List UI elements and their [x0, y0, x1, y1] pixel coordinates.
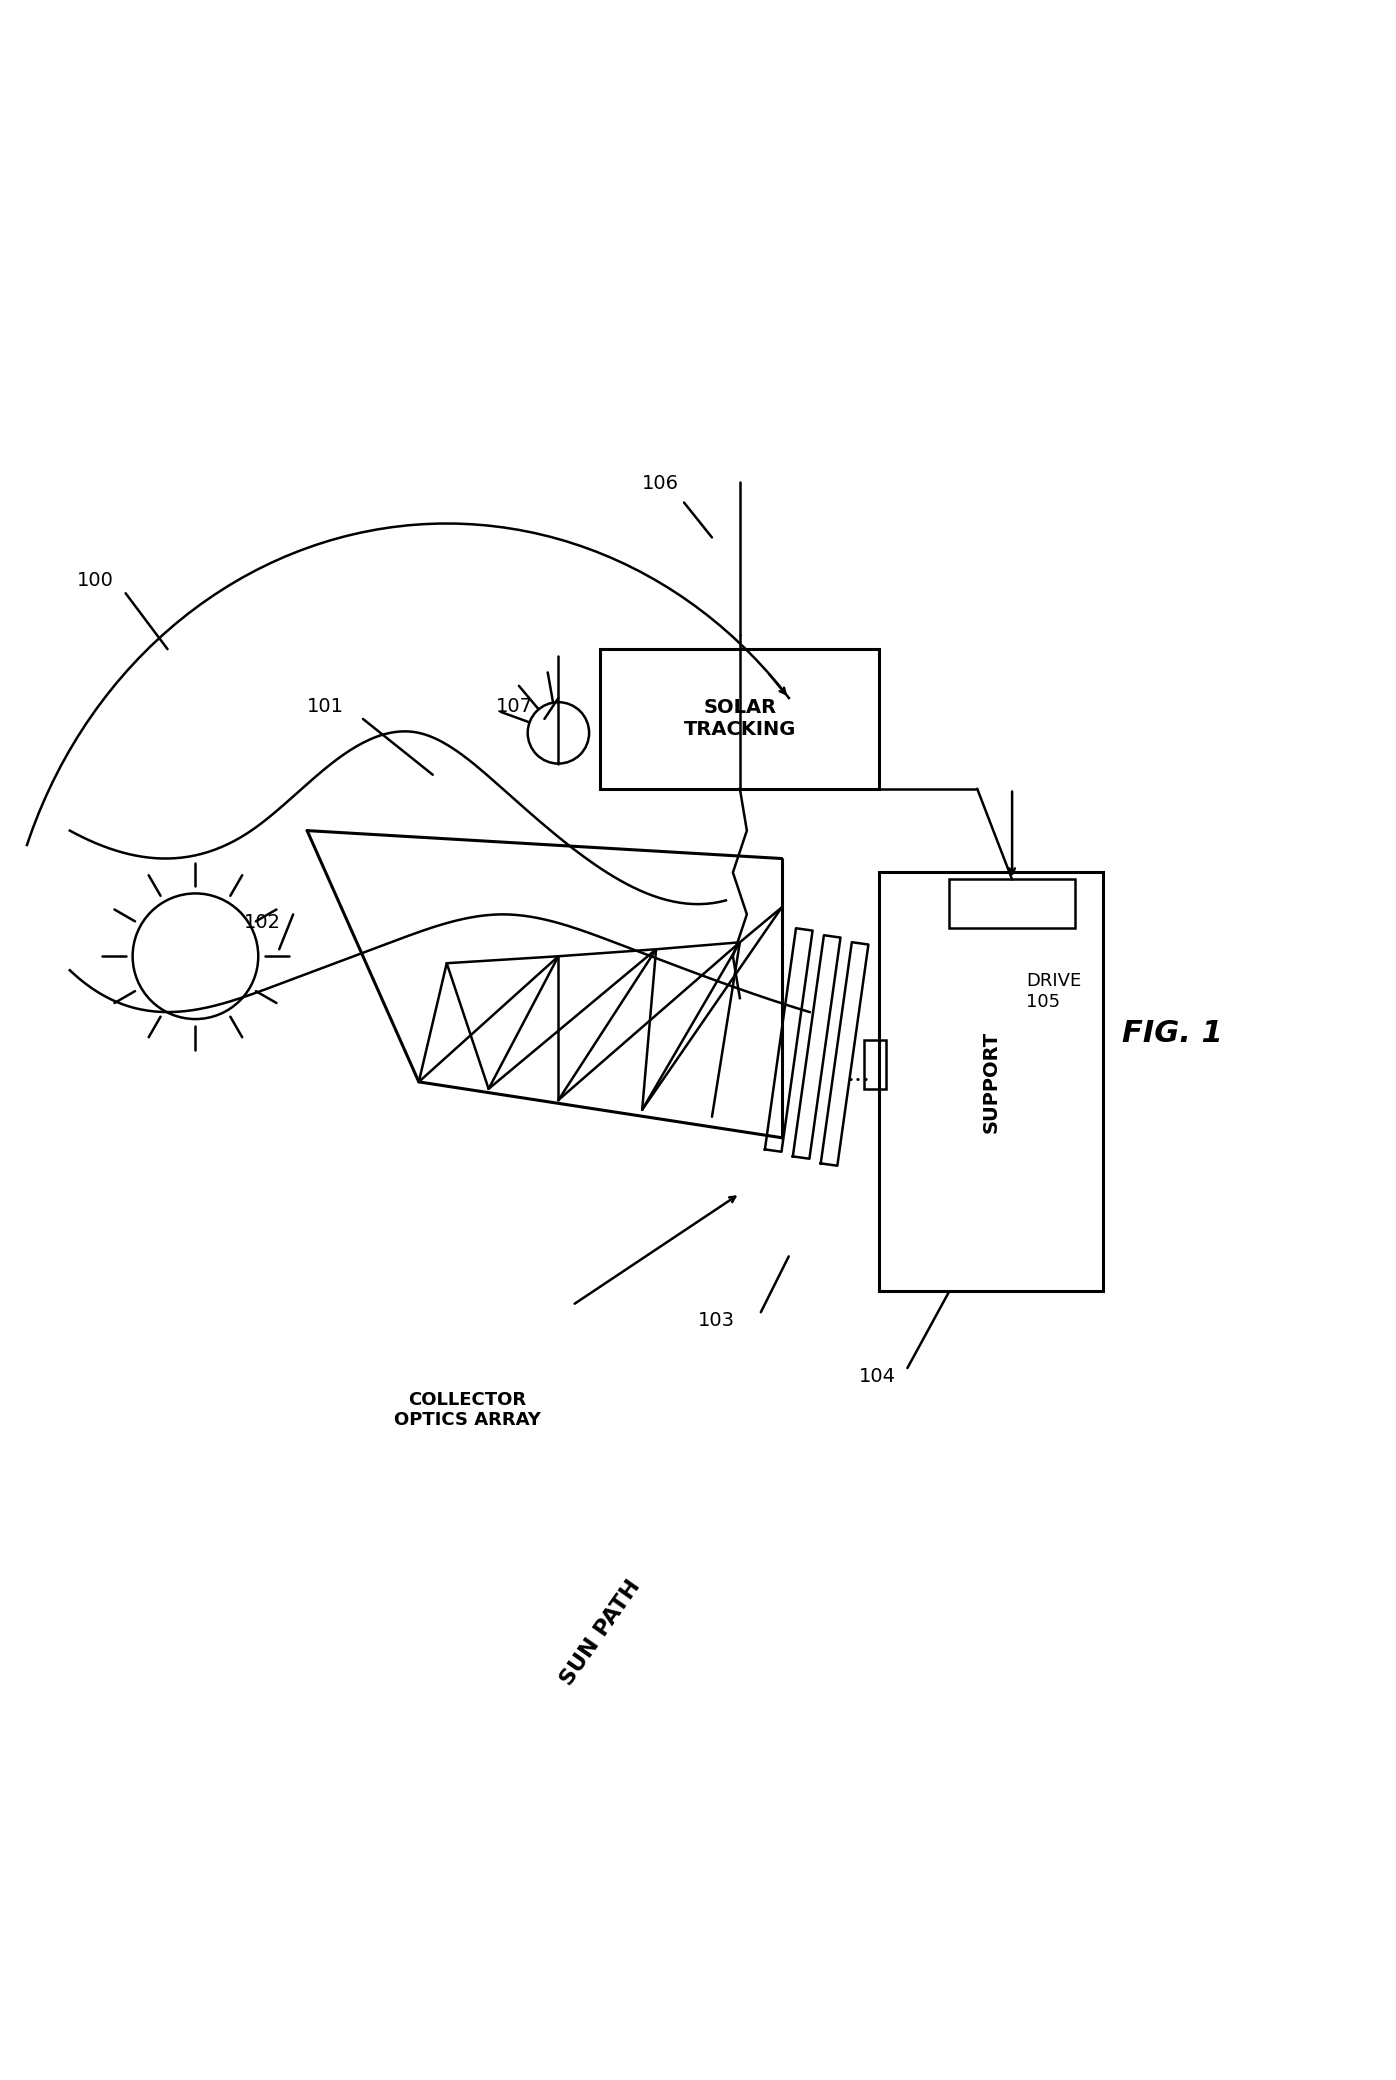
Text: 106: 106 [642, 474, 680, 493]
Text: 102: 102 [244, 913, 282, 932]
Bar [879, 872, 1103, 1292]
Text: 104: 104 [859, 1367, 896, 1385]
Text: 107: 107 [496, 697, 533, 716]
Text: COLLECTOR
OPTICS ARRAY: COLLECTOR OPTICS ARRAY [394, 1392, 542, 1429]
Bar [949, 880, 1075, 928]
Text: 103: 103 [698, 1310, 736, 1331]
Text: ...: ... [846, 1063, 871, 1086]
Text: FIG. 1: FIG. 1 [1122, 1019, 1223, 1048]
Text: DRIVE
105: DRIVE 105 [1026, 971, 1082, 1011]
Text: SUN PATH: SUN PATH [557, 1577, 644, 1689]
Bar [864, 1040, 886, 1088]
Text: SOLAR
TRACKING: SOLAR TRACKING [684, 699, 796, 738]
Bar [600, 649, 879, 788]
Text: 100: 100 [77, 572, 113, 591]
Text: 101: 101 [307, 697, 345, 716]
Text: SUPPORT: SUPPORT [981, 1032, 1001, 1134]
